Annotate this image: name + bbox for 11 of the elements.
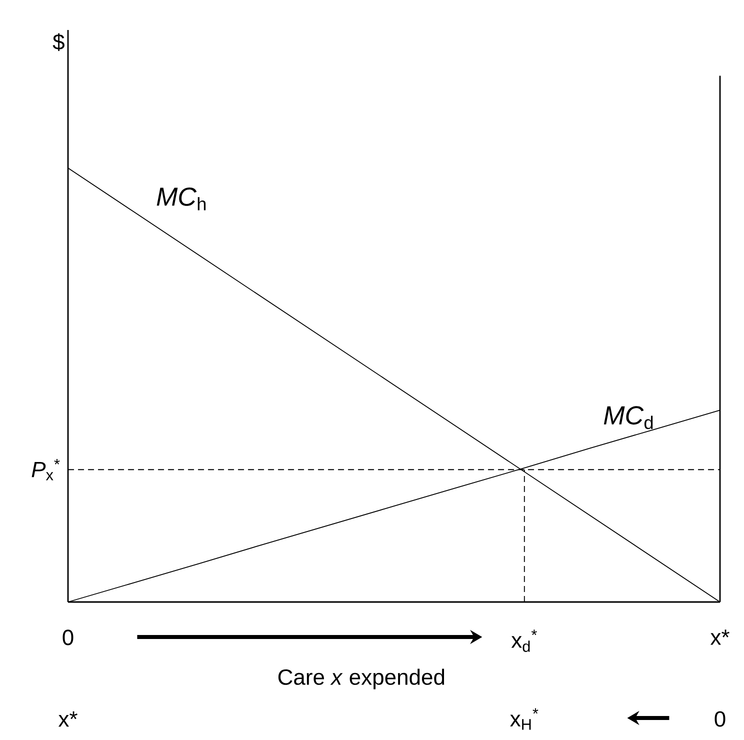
ref-line-label: P$_{x}$* — [32, 459, 60, 480]
text: 0 — [714, 711, 726, 727]
series-label: MC$_{d}$ — [604, 406, 653, 430]
x-tick-label: x$_{d}$* — [511, 630, 537, 652]
x-tick-label: 0 — [62, 630, 74, 646]
text: x$_{H}$* — [510, 708, 538, 730]
series-label: MC$_{h}$ — [156, 188, 206, 210]
text: $ — [52, 33, 64, 52]
x-axis-title: Care x expended — [278, 668, 444, 690]
text: x* — [58, 711, 78, 727]
x-tick-label: x* — [710, 630, 730, 645]
